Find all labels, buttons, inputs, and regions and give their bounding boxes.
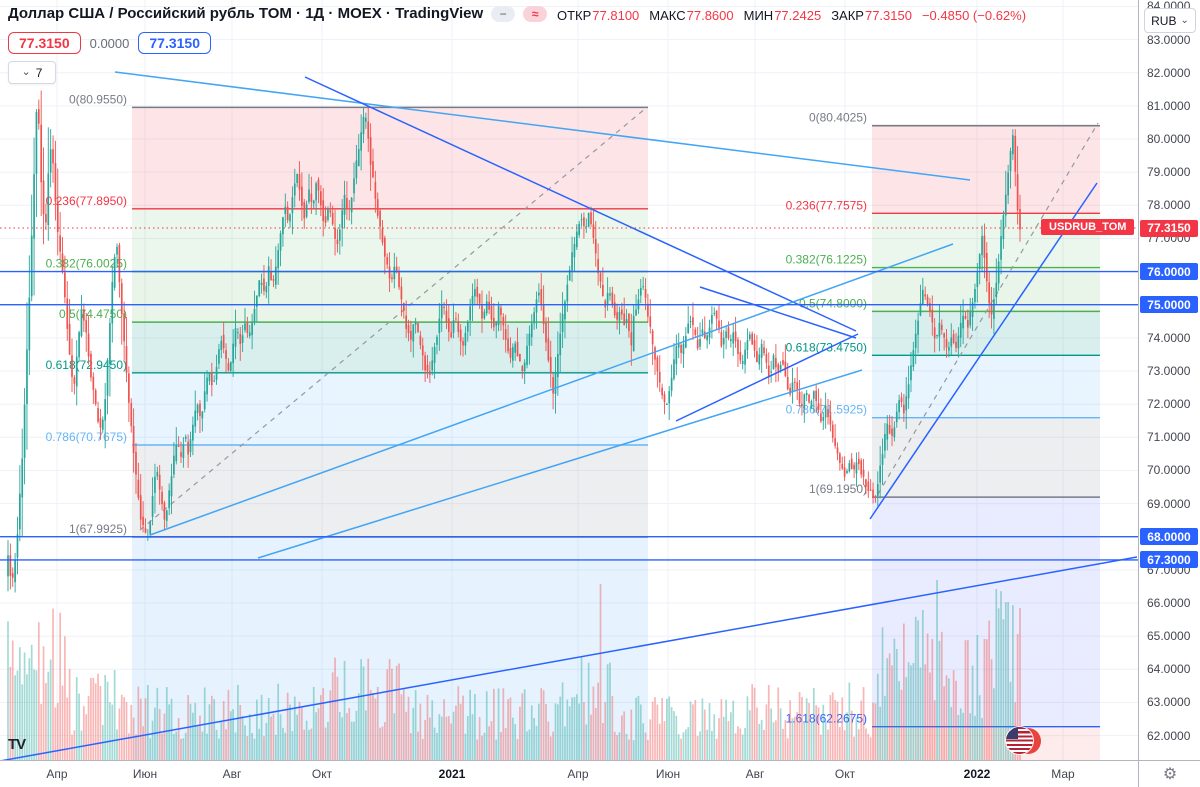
price-tick-label: 81.0000 [1147,98,1191,113]
trendlines [0,71,1138,760]
price-tick-label: 72.0000 [1147,397,1191,412]
minus-pill-icon[interactable]: − [491,5,516,22]
price-tick-label: 82.0000 [1147,65,1191,80]
price-line-symbol-tag: USDRUB_TOM [1041,219,1135,235]
time-tick-label: Июн [132,767,158,781]
price-tick-label: 69.0000 [1147,496,1191,511]
time-tick-label: Окт [311,767,333,781]
gear-icon[interactable]: ⚙ [1162,765,1178,783]
currency-label: RUB [1151,13,1177,28]
high-value: 77.8600 [686,8,734,23]
low-label: МИН [743,8,774,23]
time-tick-label: Апр [46,767,68,781]
object-count: 7 [35,65,43,80]
price-axis-badge: 68.0000 [1140,528,1198,546]
price-tick-label: 63.0000 [1147,695,1191,710]
trendline[interactable] [675,333,859,422]
fib-level-label: 0.236(77.7575) [786,198,867,212]
price-tick-label: 79.0000 [1147,165,1191,180]
fib-level-label: 1(69.1950) [809,482,867,496]
fib-retracement-2: 0(80.4025) 0.236(77.7575) 0.382(76.1225) 0.… [786,111,1100,760]
sell-price-button[interactable]: 77.3150 [8,32,81,54]
time-tick-label: 2022 [963,767,991,781]
fib-level-label: 0.5(74.8000) [799,296,867,310]
price-tick-label: 83.0000 [1147,32,1191,47]
fib-level-label: 0.382(76.0025) [46,257,127,271]
symbol-title[interactable]: Доллар США / Российский рубль ТОМ · 1Д ·… [8,5,484,22]
chart-canvas[interactable]: 0(80.9550) 0.236(77.8950) 0.382(76.0025) 0.… [0,0,1138,760]
approx-icon: ≈ [531,6,539,21]
open-value: 77.8100 [592,8,640,23]
price-tick-label: 65.0000 [1147,629,1191,644]
time-tick-label: Апр [567,767,589,781]
price-tick-label: 66.0000 [1147,596,1191,610]
trendline[interactable] [257,369,863,559]
minus-icon: − [499,6,507,21]
candles [7,90,1021,593]
volume-bars [7,580,1021,760]
price-tick-label: 78.0000 [1147,198,1191,213]
trendline[interactable] [149,243,954,536]
fib-level-label: 0.5(74.4750) [59,307,127,321]
price-tick-label: 71.0000 [1147,430,1191,445]
fib-level-label: 0.236(77.8950) [46,194,127,208]
fib-level-label: 0.786(70.7675) [46,430,127,444]
close-value: 77.3150 [864,8,912,23]
time-tick-label: Авг [745,767,765,781]
fib-level-label: 0.618(73.4750) [786,340,867,354]
flag-canton [1006,727,1018,739]
price-axis[interactable]: 84.0000 83.0000 82.0000 81.0000 80.0000 79.00… [1138,0,1200,760]
fib-level-label: 0.618(72.9450) [46,358,127,372]
trendline[interactable] [0,556,1138,760]
time-tick-label: Окт [834,767,856,781]
grid [0,0,1138,760]
trendline[interactable] [304,76,857,332]
fib-level-label: 0(80.9550) [69,92,127,106]
price-tick-label: 73.0000 [1147,364,1191,379]
trendline[interactable] [869,182,1098,520]
trendline[interactable] [699,286,857,339]
axis-settings-corner: ⚙ [1138,760,1200,787]
time-tick-label: 2021 [438,767,466,781]
price-tick-label: 70.0000 [1147,463,1191,478]
change-value: −0.4850 (−0.62%) [921,8,1027,23]
high-label: МАКС [649,8,686,23]
close-label: ЗАКР [831,8,864,23]
fib-level-label: 0.382(76.1225) [786,253,867,267]
fib-level-label: 0(80.4025) [809,111,867,125]
us-flag-circle [1006,727,1033,754]
price-tick-label: 74.0000 [1147,330,1191,345]
price-tick-label: 64.0000 [1147,662,1191,677]
approx-pill-icon[interactable]: ≈ [523,5,548,22]
us-flag-icon [1006,727,1041,755]
object-tree-collapse-button[interactable]: ⌄ 7 [8,61,56,84]
buy-price-button[interactable]: 77.3150 [138,32,211,54]
ohlc-legend: ОТКР77.8100 МАКС77.8600 МИН77.2425 ЗАКР7… [557,8,1026,23]
fib-level-label: 1(67.9925) [69,522,127,536]
price-axis-badge: 67.3000 [1140,551,1198,569]
price-tick-label: 62.0000 [1147,728,1191,743]
chevron-down-icon: ⌄ [1180,15,1189,26]
chevron-down-icon: ⌄ [21,66,31,78]
price-axis-badge: 77.3150 [1140,219,1198,237]
time-tick-label: Июн [655,767,681,781]
currency-dropdown[interactable]: RUB ⌄ [1144,8,1196,33]
time-tick-label: Авг [222,767,242,781]
time-tick-label: Мар [1051,767,1075,781]
horizontal-lines [0,270,1138,561]
spread-value: 0.0000 [89,35,130,51]
low-value: 77.2425 [774,8,822,23]
price-axis-badge: 75.0000 [1140,296,1198,314]
trendline[interactable] [114,71,971,181]
time-axis[interactable]: Апр Июн Авг Окт 2021 Апр Июн Авг Окт 2022 Мар [0,760,1138,787]
open-label: ОТКР [557,8,592,23]
price-axis-badge: 76.0000 [1140,263,1198,281]
fib-level-label: 1.618(62.2675) [786,712,867,726]
tradingview-watermark[interactable]: TV [8,736,26,753]
price-tick-label: 80.0000 [1147,132,1191,147]
